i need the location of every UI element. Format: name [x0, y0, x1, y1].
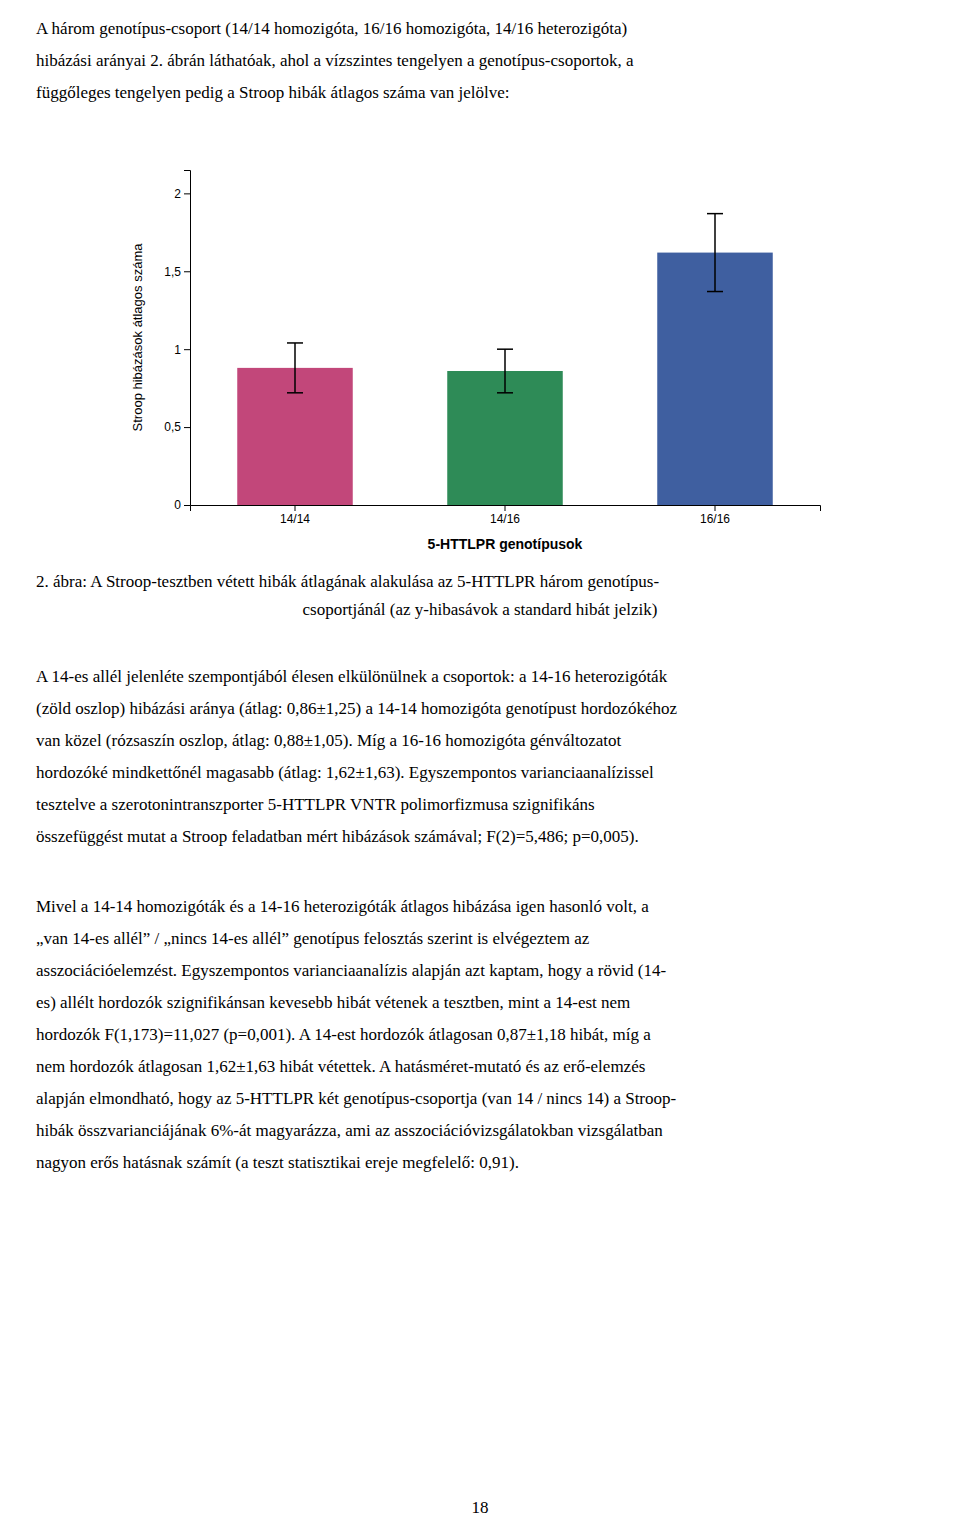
y-tick-label: 2 — [174, 187, 181, 201]
x-tick-mark — [715, 505, 716, 511]
paragraph-line: hibák összvarianciájának 6%-át magyarázz… — [36, 1121, 663, 1140]
y-tick-label: 0,5 — [164, 420, 181, 434]
x-tick-mark — [295, 505, 296, 511]
y-tick-mark — [184, 505, 190, 506]
y-axis: 0 0,5 1 1,5 2 — [164, 171, 190, 513]
paragraph-line: A három genotípus-csoport (14/14 homozig… — [36, 19, 627, 38]
y-tick: 0,5 — [164, 420, 190, 434]
y-tick: 2 — [174, 187, 190, 201]
error-bar-cap — [707, 213, 723, 215]
chart: 0 0,5 1 1,5 2 14/14 14/16 16/16 5-HTTLPR genotíp… — [130, 171, 821, 553]
page: A három genotípus-csoport (14/14 homozig… — [0, 0, 960, 1537]
error-bar-cap — [497, 392, 513, 394]
y-tick-mark — [184, 349, 190, 350]
paragraph-line: (zöld oszlop) hibázási aránya (átlag: 0,… — [36, 699, 677, 718]
x-axis: 14/14 14/16 16/16 — [191, 505, 821, 526]
x-tick-label: 14/16 — [490, 512, 520, 526]
caption-line: 2. ábra: A Stroop-tesztben vétett hibák … — [36, 572, 659, 591]
paragraph-line: asszociációelemzést. Egyszempontos varia… — [36, 961, 667, 980]
y-axis-title: Stroop hibázások átlagos száma — [130, 243, 145, 432]
error-bar-cap — [287, 342, 303, 344]
x-tick: 14/14 — [280, 505, 310, 526]
error-bar-stem — [294, 343, 296, 393]
paragraph-line: alapján elmondható, hogy az 5-HTTLPR két… — [36, 1089, 677, 1108]
paragraph-line: Mivel a 14-14 homozigóták és a 14-16 het… — [36, 897, 649, 916]
error-bar-stem — [504, 349, 506, 393]
x-tick-label: 16/16 — [700, 512, 730, 526]
error-bar — [497, 349, 513, 393]
paragraph-line: „van 14-es allél” / „nincs 14-es allél” … — [36, 929, 590, 948]
error-bar-cap — [497, 348, 513, 350]
error-bar-stem — [714, 214, 716, 292]
x-tick: 14/16 — [490, 505, 520, 526]
paragraph-line: tesztelve a szerotonintranszporter 5-HTT… — [36, 795, 595, 814]
y-tick-mark — [184, 271, 190, 272]
paragraph-line: függőleges tengelyen pedig a Stroop hibá… — [36, 83, 510, 102]
y-tick: 1,5 — [164, 265, 190, 279]
x-axis-title: 5-HTTLPR genotípusok — [428, 536, 583, 552]
error-bar-cap — [287, 392, 303, 394]
page-number: 18 — [472, 1498, 489, 1517]
y-tick-label: 1,5 — [164, 265, 181, 279]
paragraph-line: nem hordozók átlagosan 1,62±1,63 hibát v… — [36, 1057, 645, 1076]
error-bar — [287, 343, 303, 393]
x-tick-label: 14/14 — [280, 512, 310, 526]
x-tick-mark — [505, 505, 506, 511]
y-tick: 0 — [174, 498, 190, 512]
y-axis-line — [184, 171, 191, 506]
caption-line: csoportjánál (az y-hibasávok a standard … — [303, 600, 658, 619]
y-tick-mark — [184, 193, 190, 194]
paragraph-line: van közel (rózsaszín oszlop, átlag: 0,88… — [36, 731, 622, 750]
plot-area — [237, 214, 773, 505]
paragraph-line: hibázási arányai 2. ábrán láthatóak, aho… — [36, 51, 634, 70]
paragraph-line: nagyon erős hatásnak számít (a teszt sta… — [36, 1153, 519, 1172]
y-tick-label: 0 — [174, 498, 181, 512]
error-bar — [707, 214, 723, 292]
paragraph-line: es) allélt hordozók szignifikánsan keves… — [36, 993, 630, 1012]
y-tick: 1 — [174, 343, 190, 357]
error-bar-cap — [707, 291, 723, 293]
paragraph-line: összefüggést mutat a Stroop feladatban m… — [36, 827, 639, 846]
x-tick: 16/16 — [700, 505, 730, 526]
paragraph-line: hordozók F(1,173)=11,027 (p=0,001). A 14… — [36, 1025, 651, 1044]
paragraph-line: A 14-es allél jelenléte szempontjából él… — [36, 667, 668, 686]
y-tick-label: 1 — [174, 343, 181, 357]
paragraph-line: hordozóké mindkettőnél magasabb (átlag: … — [36, 763, 654, 782]
x-axis-line — [191, 506, 821, 512]
y-tick-mark — [184, 427, 190, 428]
